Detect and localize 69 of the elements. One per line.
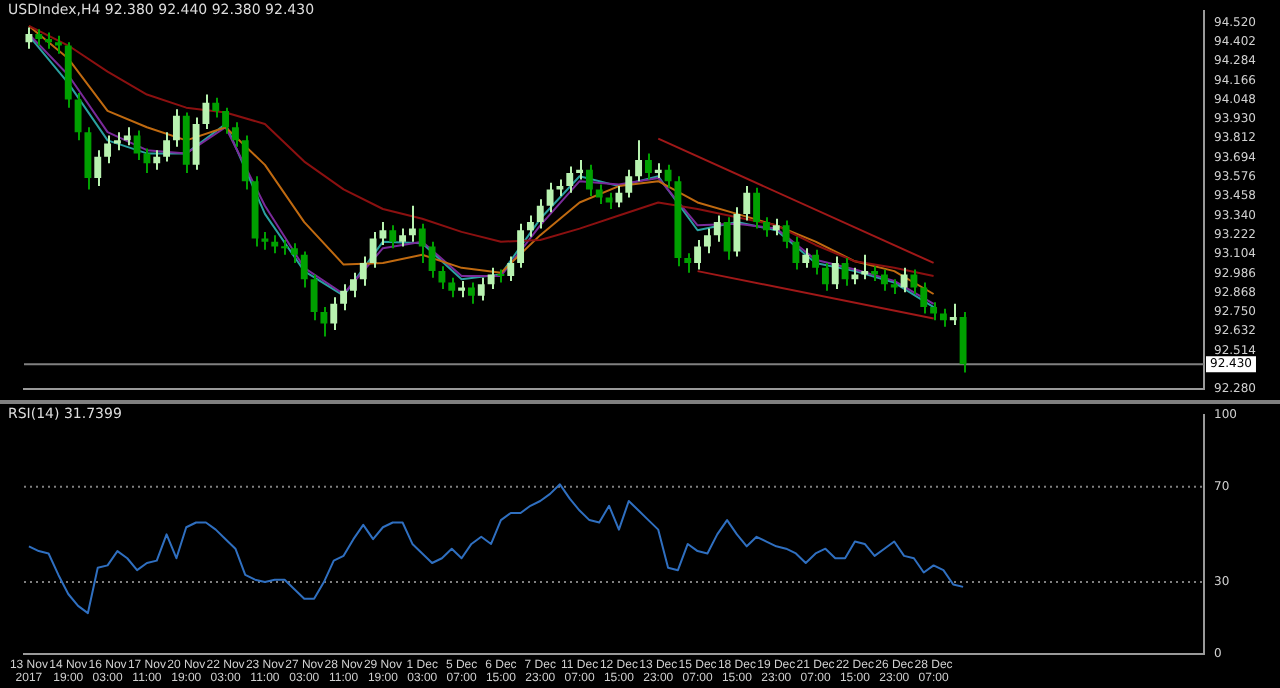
candlestick xyxy=(703,227,711,255)
candlestick xyxy=(349,271,357,299)
candlestick xyxy=(625,168,633,199)
candlestick xyxy=(192,116,200,171)
candlestick xyxy=(428,240,436,279)
candlestick xyxy=(802,247,810,269)
candlestick xyxy=(163,131,171,163)
candlestick xyxy=(821,261,829,292)
candlestick xyxy=(713,214,721,243)
candlestick xyxy=(310,273,318,322)
candlestick xyxy=(723,216,731,261)
candlestick xyxy=(900,266,908,294)
candlestick xyxy=(841,257,849,287)
candlestick xyxy=(104,134,112,165)
candlestick xyxy=(694,239,702,271)
candlestick xyxy=(664,163,672,189)
candlestick xyxy=(320,306,328,338)
candlestick xyxy=(792,235,800,271)
candlestick xyxy=(507,255,515,282)
candlestick xyxy=(644,152,652,181)
candlestick xyxy=(880,268,888,292)
candlestick xyxy=(831,255,839,291)
candlestick xyxy=(231,121,239,148)
candlestick xyxy=(84,126,92,191)
candlestick xyxy=(25,26,33,50)
candlestick xyxy=(408,204,416,243)
candlestick xyxy=(448,276,456,299)
candlestick xyxy=(595,183,603,206)
candlestick xyxy=(330,296,338,331)
candlestick xyxy=(566,165,574,194)
candlestick xyxy=(94,149,102,188)
candlestick xyxy=(910,268,918,295)
candlestick xyxy=(290,242,298,264)
candlestick xyxy=(762,216,770,238)
candlestick xyxy=(517,222,525,269)
candlestick xyxy=(212,96,220,119)
candlestick xyxy=(526,214,534,238)
candlestick xyxy=(585,163,593,197)
candlestick xyxy=(949,302,957,327)
candlestick xyxy=(467,281,475,305)
candlestick xyxy=(861,253,869,281)
candlestick xyxy=(497,268,505,284)
candlestick xyxy=(812,248,820,276)
candlestick xyxy=(153,149,161,171)
candlestick xyxy=(222,106,230,135)
candlestick xyxy=(418,222,426,264)
candlestick xyxy=(753,186,761,230)
candlestick xyxy=(684,252,692,274)
candlestick xyxy=(359,255,367,287)
candlestick xyxy=(743,185,751,222)
candlestick xyxy=(438,265,446,291)
candlestick xyxy=(615,185,623,209)
candlestick xyxy=(546,181,554,214)
candlestick xyxy=(241,134,249,191)
candlestick xyxy=(202,93,210,130)
candlestick xyxy=(635,139,643,183)
candlestick xyxy=(536,198,544,230)
candlestick xyxy=(477,276,485,302)
candlestick xyxy=(389,224,397,250)
candlestick xyxy=(782,219,790,250)
candlestick xyxy=(340,283,348,312)
candlestick xyxy=(487,266,495,291)
candlestick xyxy=(300,250,308,289)
candlestick xyxy=(733,206,741,258)
candlestick xyxy=(74,91,82,142)
candlestick xyxy=(920,281,928,315)
candlestick xyxy=(172,108,180,148)
candlestick xyxy=(959,310,967,374)
candlestick xyxy=(576,158,584,181)
